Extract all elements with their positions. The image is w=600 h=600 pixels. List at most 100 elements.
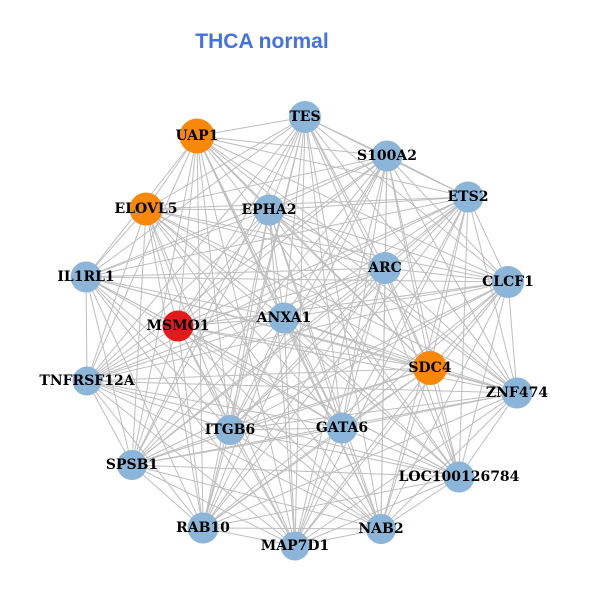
edge-IL1RL1-SPSB1 — [85, 276, 133, 466]
node-label-NAB2: NAB2 — [358, 521, 403, 537]
edge-EPHA2-MSMO1 — [177, 209, 270, 327]
node-label-SPSB1: SPSB1 — [106, 457, 158, 473]
edge-TNFRSF12A-RAB10 — [86, 380, 204, 529]
node-label-SDC4: SDC4 — [408, 360, 451, 376]
chart-title: THCA normal — [195, 30, 328, 53]
edge-UAP1-CLCF1 — [196, 135, 509, 283]
node-label-GATA6: GATA6 — [316, 420, 368, 436]
edge-IL1RL1-NAB2 — [85, 276, 382, 530]
edge-TES-UAP1 — [196, 116, 306, 137]
edge-LOC100126784-MAP7D1 — [294, 476, 460, 547]
edge-EPHA2-IL1RL1 — [85, 209, 270, 278]
node-label-MAP7D1: MAP7D1 — [261, 538, 330, 554]
edge-ELOVL5-ZNF474 — [145, 208, 518, 394]
edge-ELOVL5-NAB2 — [145, 208, 382, 530]
node-UAP1 — [179, 118, 215, 154]
edge-ZNF474-ITGB6 — [229, 392, 518, 431]
edge-SPSB1-MAP7D1 — [131, 464, 296, 547]
node-LOC100126784 — [443, 461, 475, 493]
edge-ETS2-MSMO1 — [177, 196, 469, 327]
edge-EPHA2-RAB10 — [202, 209, 270, 529]
edge-EPHA2-ANXA1 — [268, 209, 285, 319]
edge-TNFRSF12A-MAP7D1 — [86, 380, 296, 547]
node-ZNF474 — [501, 377, 533, 409]
edge-GATA6-LOC100126784 — [341, 427, 460, 478]
edge-ETS2-MAP7D1 — [294, 196, 469, 547]
edge-UAP1-ZNF474 — [196, 135, 518, 394]
node-label-ITGB6: ITGB6 — [205, 422, 256, 438]
edge-S100A2-IL1RL1 — [85, 155, 388, 278]
edge-ANXA1-GATA6 — [283, 317, 343, 429]
edge-IL1RL1-GATA6 — [85, 276, 343, 429]
edge-EPHA2-ARC — [268, 209, 386, 269]
edge-CLCF1-ZNF474 — [507, 281, 518, 394]
edge-MSMO1-ZNF474 — [177, 325, 518, 394]
edge-ANXA1-ZNF474 — [283, 317, 518, 394]
edge-UAP1-ETS2 — [196, 135, 469, 198]
edge-ELOVL5-CLCF1 — [145, 208, 509, 283]
edge-ITGB6-MAP7D1 — [229, 429, 296, 547]
edge-TNFRSF12A-NAB2 — [86, 380, 382, 530]
node-MAP7D1 — [280, 531, 310, 561]
edge-SDC4-NAB2 — [380, 367, 431, 530]
node-CLCF1 — [492, 266, 524, 298]
edge-ARC-IL1RL1 — [85, 267, 386, 278]
node-SPSB1 — [117, 450, 147, 480]
edge-ETS2-IL1RL1 — [85, 196, 469, 278]
edge-IL1RL1-ANXA1 — [85, 276, 285, 319]
node-label-MSMO1: MSMO1 — [146, 318, 209, 334]
edge-ZNF474-LOC100126784 — [458, 392, 518, 478]
node-GATA6 — [326, 412, 358, 444]
edge-UAP1-ITGB6 — [196, 135, 231, 431]
edge-S100A2-CLCF1 — [386, 155, 509, 283]
edge-CLCF1-MSMO1 — [177, 281, 509, 327]
edge-IL1RL1-CLCF1 — [85, 276, 509, 283]
edge-SPSB1-LOC100126784 — [131, 464, 460, 478]
edge-GATA6-SPSB1 — [131, 427, 343, 466]
node-label-CLCF1: CLCF1 — [482, 274, 534, 290]
edge-MSMO1-LOC100126784 — [177, 325, 460, 478]
node-TNFRSF12A — [72, 366, 102, 396]
edge-SPSB1-RAB10 — [131, 464, 204, 529]
edge-ARC-ITGB6 — [229, 267, 386, 431]
edge-MSMO1-NAB2 — [177, 325, 382, 530]
edge-ANXA1-MAP7D1 — [283, 317, 296, 547]
edge-S100A2-EPHA2 — [268, 155, 388, 211]
node-S100A2 — [371, 140, 403, 172]
edge-ANXA1-TNFRSF12A — [86, 317, 285, 382]
edge-ZNF474-MAP7D1 — [294, 392, 518, 547]
edge-ELOVL5-EPHA2 — [145, 208, 270, 211]
node-label-IL1RL1: IL1RL1 — [57, 269, 114, 285]
edge-GATA6-NAB2 — [341, 427, 382, 530]
edge-TES-NAB2 — [304, 116, 382, 530]
edge-TES-SPSB1 — [131, 116, 306, 466]
edge-S100A2-SPSB1 — [131, 155, 388, 466]
edge-ELOVL5-SPSB1 — [131, 208, 147, 466]
edge-IL1RL1-ZNF474 — [85, 276, 518, 394]
node-IL1RL1 — [70, 261, 102, 293]
edge-ARC-TNFRSF12A — [86, 267, 386, 382]
node-ARC — [369, 252, 401, 284]
edge-EPHA2-GATA6 — [268, 209, 343, 429]
edge-S100A2-MAP7D1 — [294, 155, 388, 547]
edge-RAB10-MAP7D1 — [202, 527, 296, 547]
edge-ELOVL5-ANXA1 — [145, 208, 285, 319]
node-TES — [289, 101, 321, 133]
edge-ETS2-EPHA2 — [268, 196, 469, 211]
edge-IL1RL1-MAP7D1 — [85, 276, 296, 547]
edge-CLCF1-SPSB1 — [131, 281, 509, 466]
edge-CLCF1-RAB10 — [202, 281, 509, 529]
edge-CLCF1-SDC4 — [429, 281, 509, 369]
edge-ETS2-ITGB6 — [229, 196, 469, 431]
edge-TNFRSF12A-GATA6 — [86, 380, 343, 429]
node-label-ZNF474: ZNF474 — [486, 385, 548, 401]
edge-RAB10-NAB2 — [202, 527, 382, 530]
edge-ETS2-ELOVL5 — [145, 196, 469, 210]
node-label-ELOVL5: ELOVL5 — [115, 201, 178, 217]
edge-EPHA2-ZNF474 — [268, 209, 518, 394]
edge-ANXA1-RAB10 — [202, 317, 285, 529]
edge-CLCF1-TNFRSF12A — [86, 281, 509, 382]
node-NAB2 — [366, 514, 396, 544]
